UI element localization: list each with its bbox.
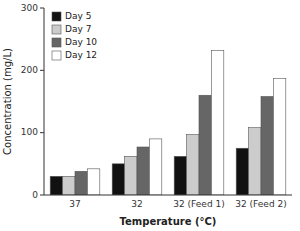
- x-tick-label: 32 (Feed 1): [173, 199, 224, 209]
- bar: [137, 147, 149, 195]
- x-tick-label: 32: [131, 199, 142, 209]
- bars: [50, 50, 286, 195]
- legend: Day 5 Day 7 Day 10 Day 12: [52, 11, 97, 60]
- legend-swatch: [52, 38, 61, 47]
- bar: [112, 164, 124, 195]
- legend-swatch: [52, 12, 61, 21]
- y-tick: [40, 195, 44, 196]
- y-axis-line: [44, 8, 45, 195]
- bar: [149, 139, 161, 195]
- y-tick-label: 300: [21, 3, 38, 13]
- bar: [125, 156, 137, 195]
- chart-svg: 0 100 200 300 37 32 32 (Feed 1) 32 (Feed 2) Temp…: [0, 0, 300, 231]
- bar: [261, 97, 273, 195]
- bar: [199, 95, 211, 195]
- bar: [75, 171, 87, 195]
- chart-container: 0 100 200 300 37 32 32 (Feed 1) 32 (Feed 2) Temp…: [0, 0, 300, 231]
- x-tick-label: 37: [69, 199, 80, 209]
- legend-label: Day 7: [65, 24, 91, 34]
- x-axis-label: Temperature (°C): [120, 216, 217, 227]
- y-tick-label: 200: [21, 65, 38, 75]
- bar: [236, 148, 248, 195]
- bar: [63, 176, 75, 195]
- bar: [249, 128, 261, 195]
- bar: [87, 169, 99, 195]
- bar: [211, 50, 223, 195]
- bar: [50, 176, 62, 195]
- x-axis-line: [44, 195, 292, 196]
- bar: [174, 156, 186, 195]
- y-tick: [40, 70, 44, 71]
- legend-swatch: [52, 51, 61, 60]
- y-axis-label: Concentration (mg/L): [2, 48, 13, 155]
- y-tick: [40, 132, 44, 133]
- bar: [273, 78, 285, 195]
- legend-label: Day 5: [65, 11, 91, 21]
- legend-label: Day 12: [65, 50, 97, 60]
- bar: [187, 135, 199, 195]
- y-tick-label: 100: [21, 127, 38, 137]
- legend-label: Day 10: [65, 37, 97, 47]
- y-tick-label: 0: [32, 190, 38, 200]
- legend-swatch: [52, 25, 61, 34]
- y-tick: [40, 8, 44, 9]
- x-tick-label: 32 (Feed 2): [235, 199, 286, 209]
